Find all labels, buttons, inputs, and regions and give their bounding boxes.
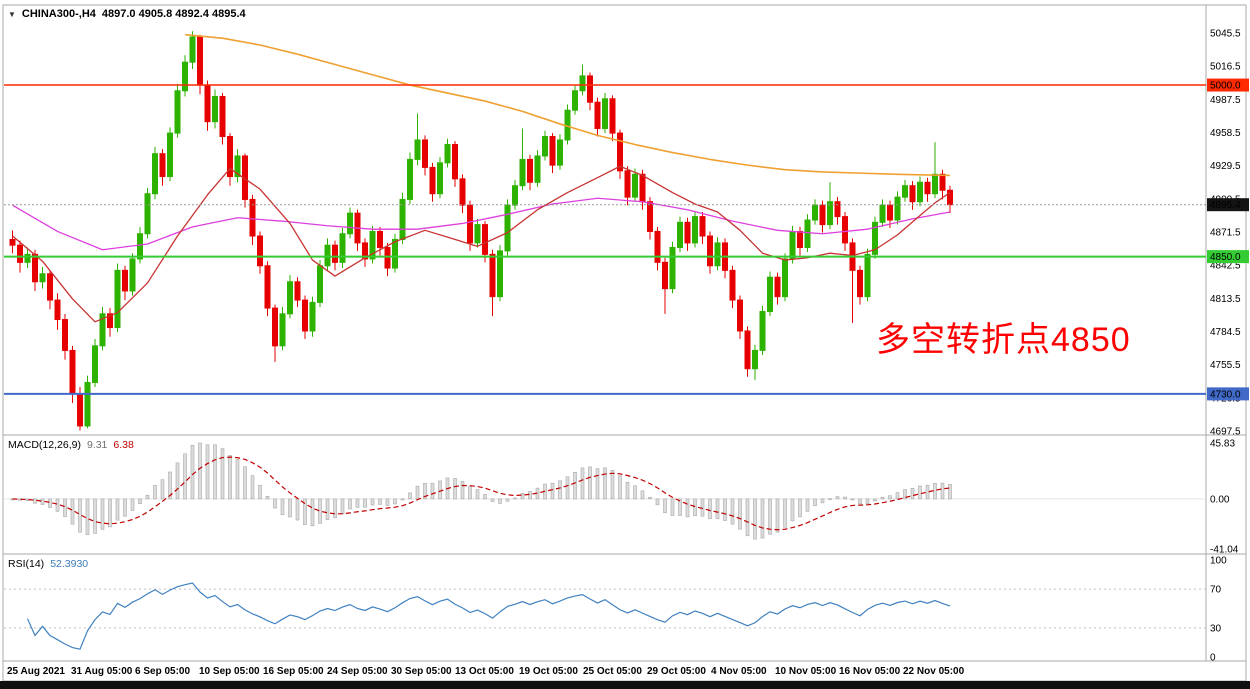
rsi-pane-label: RSI(14) 52.3930 xyxy=(8,558,88,570)
candlestick-series xyxy=(9,31,953,431)
price-tick-label: 4813.5 xyxy=(1210,294,1241,305)
time-tick-label: 10 Sep 05:00 xyxy=(199,666,260,677)
price-tick-label: 4929.5 xyxy=(1210,161,1241,172)
time-tick-label: 4 Nov 05:00 xyxy=(711,666,767,677)
hline-5000.0[interactable]: 5000.0 xyxy=(4,78,1249,92)
macd-main-value: 9.31 xyxy=(86,439,108,451)
quote-ohlc-label: 4897.0 4905.8 4892.4 4895.4 xyxy=(101,8,246,20)
macd-pane-label: MACD(12,26,9) 9.31 6.38 xyxy=(8,439,134,451)
time-tick-label: 16 Sep 05:00 xyxy=(263,666,324,677)
ma-slow-line xyxy=(184,33,951,177)
rsi-line xyxy=(26,582,951,650)
time-tick-label: 25 Oct 05:00 xyxy=(583,666,642,677)
time-tick-label: 25 Aug 2021 xyxy=(7,666,65,677)
time-tick-label: 30 Sep 05:00 xyxy=(391,666,452,677)
svg-text:5000.0: 5000.0 xyxy=(1210,81,1241,92)
chart-menu-icon[interactable]: ▼ xyxy=(8,9,16,19)
time-tick-label: 6 Sep 05:00 xyxy=(135,666,190,677)
time-tick-label: 24 Sep 05:00 xyxy=(327,666,388,677)
time-axis-labels: 25 Aug 2021 31 Aug 05:00 6 Sep 05:00 10 Sep… xyxy=(7,666,965,677)
price-tick-label: 4958.5 xyxy=(1210,128,1241,139)
rsi-current-value: 52.3930 xyxy=(50,558,89,570)
symbol-period-label: CHINA300-,H4 xyxy=(21,8,96,20)
price-tick-label: 4755.5 xyxy=(1210,360,1241,371)
svg-text:4895.4: 4895.4 xyxy=(1210,200,1241,211)
rsi-indicator-name: RSI(14) xyxy=(8,558,45,570)
hline-4730.0[interactable]: 4730.0 xyxy=(4,387,1249,401)
price-scale[interactable] xyxy=(1206,5,1250,661)
time-tick-label: 10 Nov 05:00 xyxy=(775,666,837,677)
rsi-tick-label: 70 xyxy=(1210,585,1222,596)
chart-title-bar: ▼ CHINA300-,H4 4897.0 4905.8 4892.4 4895… xyxy=(8,8,246,20)
price-tick-label: 4697.5 xyxy=(1210,427,1241,438)
price-tick-label: 5045.5 xyxy=(1210,29,1241,40)
time-scale[interactable] xyxy=(3,661,1206,681)
price-tick-label: 4871.5 xyxy=(1210,228,1241,239)
macd-tick-label: 0.00 xyxy=(1210,494,1230,505)
time-tick-label: 31 Aug 05:00 xyxy=(71,666,133,677)
time-tick-label: 22 Nov 05:00 xyxy=(903,666,965,677)
svg-text:4730.0: 4730.0 xyxy=(1210,389,1241,400)
macd-tick-label: -41.04 xyxy=(1210,545,1239,556)
chart-annotation[interactable]: 多空转折点4850 xyxy=(876,321,1131,359)
svg-text:4850.0: 4850.0 xyxy=(1210,252,1241,263)
bottom-strip xyxy=(0,681,1250,689)
macd-histogram xyxy=(10,442,952,540)
price-tick-label: 4784.5 xyxy=(1210,327,1241,338)
last-price-label: 4895.4 xyxy=(1207,198,1249,212)
rsi-tick-label: 30 xyxy=(1210,623,1222,634)
rsi-tick-label: 0 xyxy=(1210,653,1216,664)
time-tick-label: 16 Nov 05:00 xyxy=(839,666,901,677)
macd-signal-line xyxy=(12,456,951,531)
price-tick-label: 4842.5 xyxy=(1210,261,1241,272)
macd-indicator-name: MACD(12,26,9) xyxy=(8,439,81,451)
time-tick-label: 29 Oct 05:00 xyxy=(647,666,706,677)
ma-mid-line xyxy=(12,197,951,251)
macd-tick-label: 45.83 xyxy=(1210,439,1235,450)
price-tick-label: 4987.5 xyxy=(1210,95,1241,106)
macd-signal-value: 6.38 xyxy=(113,439,134,451)
rsi-tick-label: 100 xyxy=(1210,556,1227,567)
time-tick-label: 13 Oct 05:00 xyxy=(455,666,514,677)
time-tick-label: 19 Oct 05:00 xyxy=(519,666,578,677)
ma-fast-line xyxy=(12,165,951,323)
hline-4850.0[interactable]: 4850.0 xyxy=(4,250,1249,264)
price-tick-label: 5016.5 xyxy=(1210,62,1241,73)
